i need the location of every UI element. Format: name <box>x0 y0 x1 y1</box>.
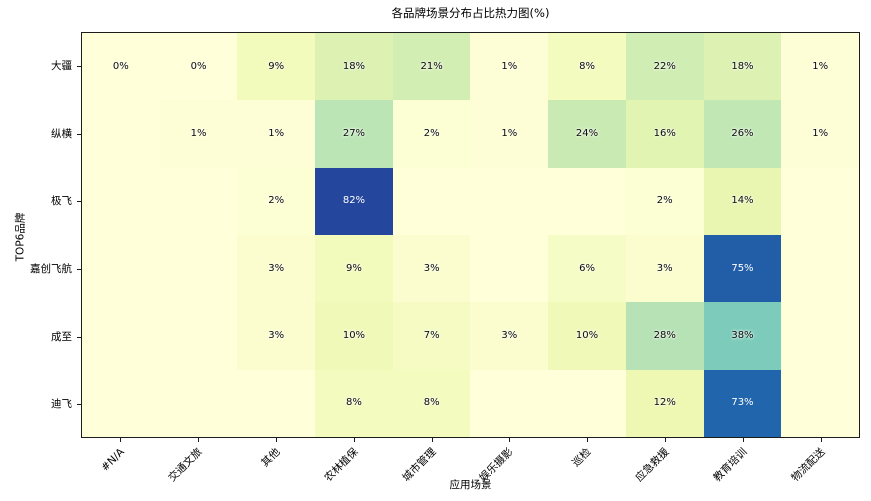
y-tick-label: 迪飞 <box>51 398 72 411</box>
x-tick-mark <box>354 438 355 442</box>
heatmap-cell: 18% <box>315 33 393 101</box>
x-tick-label: 其他 <box>258 446 283 470</box>
heatmap-cell: 26% <box>703 100 782 168</box>
heatmap-cell <box>470 235 549 303</box>
heatmap-cell: 3% <box>470 302 549 370</box>
x-axis-tick-labels: #N/A 交通文旅 其他 农林植保 城市管理 娱乐摄影 巡检 应急救援 教育培训 物流配送 <box>81 442 860 484</box>
heatmap-cell: 3% <box>237 235 316 303</box>
heatmap-cell <box>470 369 549 437</box>
heatmap-cell: 0% <box>82 33 160 101</box>
heatmap-cell <box>548 369 626 437</box>
heatmap-cell <box>470 167 549 235</box>
x-tick-mark <box>198 438 199 442</box>
x-tick-label: #N/A <box>98 446 127 474</box>
heatmap-cell: 38% <box>703 302 782 370</box>
x-tick-mark <box>509 438 510 442</box>
heatmap-cell: 2% <box>237 167 316 235</box>
x-tick-mark <box>665 438 666 442</box>
y-tick-label: 极飞 <box>51 195 72 208</box>
heatmap-cell: 27% <box>315 100 393 168</box>
heatmap-cell: 73% <box>703 369 782 437</box>
heatmap-cell: 21% <box>392 33 471 101</box>
heatmap-cell <box>82 100 160 168</box>
heatmap-cell: 16% <box>625 100 704 168</box>
heatmap-cell <box>237 369 316 437</box>
heatmap-cell: 8% <box>315 369 393 437</box>
heatmap-cell <box>781 302 859 370</box>
y-tick-mark <box>77 269 81 270</box>
x-tick-label: 巡检 <box>570 446 594 470</box>
x-tick-mark <box>821 438 822 442</box>
y-tick-label: 嘉创飞航 <box>30 262 72 275</box>
heatmap-cell: 2% <box>392 100 471 168</box>
heatmap-cell: 6% <box>548 235 626 303</box>
heatmap-cell: 10% <box>315 302 393 370</box>
heatmap-cell: 7% <box>392 302 471 370</box>
heatmap-cell <box>781 167 859 235</box>
heatmap-cell: 1% <box>470 100 549 168</box>
heatmap-cell <box>82 235 160 303</box>
heatmap-cell: 3% <box>392 235 471 303</box>
heatmap-cell: 10% <box>548 302 626 370</box>
heatmap-cell: 9% <box>315 235 393 303</box>
y-tick-mark <box>77 404 81 405</box>
heatmap-cell: 14% <box>703 167 782 235</box>
heatmap-cell: 22% <box>625 33 704 101</box>
x-tick-mark <box>587 438 588 442</box>
heatmap-cell: 8% <box>548 33 626 101</box>
y-tick-mark <box>77 66 81 67</box>
heatmap-cell: 75% <box>703 235 782 303</box>
x-axis-title: 应用场景 <box>449 479 492 491</box>
y-tick-mark <box>77 134 81 135</box>
heatmap-cell: 18% <box>703 33 782 101</box>
heatmap-cell <box>392 167 471 235</box>
heatmap-cell: 8% <box>392 369 471 437</box>
heatmap-cell <box>159 167 238 235</box>
plot-area: 0% 0% 9% 18% 21% 1% 8% 22% 18% 1% 1% 1% 27% 2% 1% 24% 16… <box>81 32 860 438</box>
heatmap-cell <box>781 235 859 303</box>
heatmap-cell: 3% <box>237 302 316 370</box>
heatmap-cell <box>159 235 238 303</box>
heatmap-cell <box>82 167 160 235</box>
heatmap-cell: 12% <box>625 369 704 437</box>
heatmap-cell <box>82 369 160 437</box>
y-axis-title: TOP6品牌 <box>14 212 27 262</box>
heatmap-cell: 1% <box>237 100 316 168</box>
y-tick-label: 成至 <box>51 330 72 343</box>
chart-title: 各品牌场景分布占比热力图(%) <box>391 6 550 20</box>
heatmap-cell: 28% <box>625 302 704 370</box>
y-tick-label: 纵横 <box>51 127 72 140</box>
heatmap-cell: 1% <box>159 100 238 168</box>
x-tick-mark <box>743 438 744 442</box>
heatmap-cell: 3% <box>625 235 704 303</box>
x-tick-mark <box>120 438 121 442</box>
x-tick-mark <box>432 438 433 442</box>
heatmap-cell: 82% <box>315 167 393 235</box>
heatmap-cell <box>159 369 238 437</box>
x-tick-mark <box>276 438 277 442</box>
heatmap-cell: 1% <box>470 33 549 101</box>
heatmap-cell <box>82 302 160 370</box>
heatmap-cell: 0% <box>159 33 238 101</box>
heatmap-cell: 2% <box>625 167 704 235</box>
y-tick-mark <box>77 201 81 202</box>
heatmap-cell <box>781 369 859 437</box>
heatmap-cell <box>159 302 238 370</box>
y-tick-label: 大疆 <box>51 59 72 72</box>
heatmap-cell: 24% <box>548 100 626 168</box>
heatmap-cell: 1% <box>781 100 859 168</box>
y-tick-mark <box>77 337 81 338</box>
heatmap-cell: 1% <box>781 33 859 101</box>
heatmap-cell: 9% <box>237 33 316 101</box>
heatmap-cell <box>548 167 626 235</box>
